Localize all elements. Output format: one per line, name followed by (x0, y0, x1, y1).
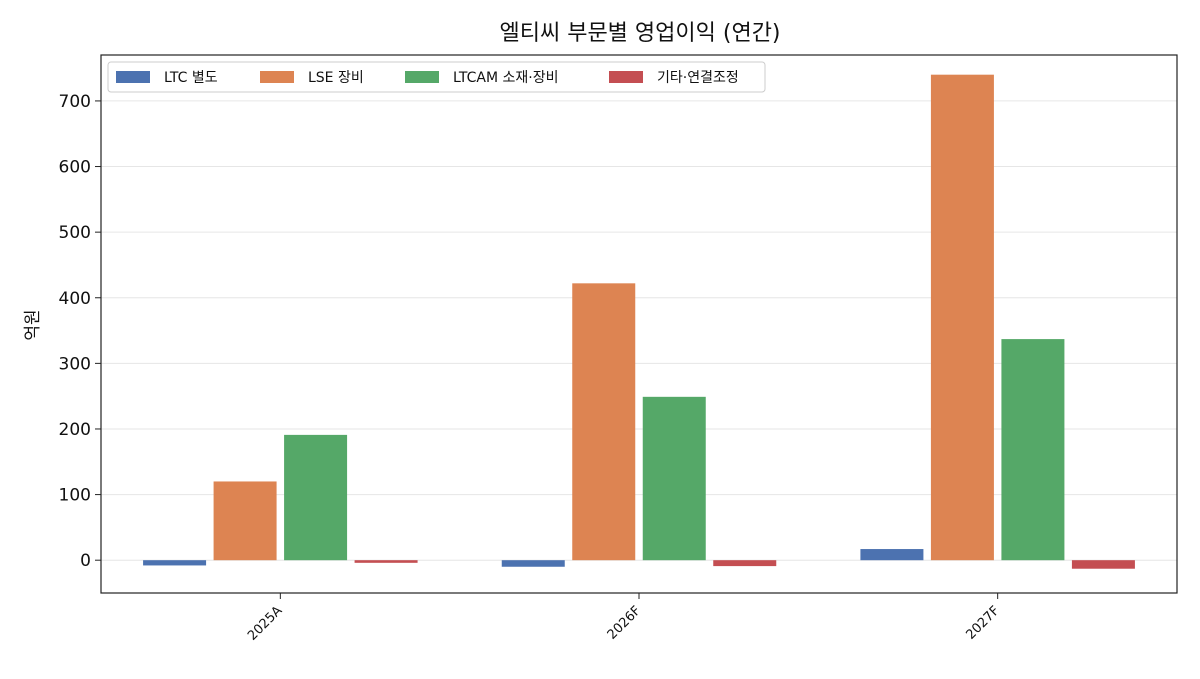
y-tick-label: 300 (59, 354, 91, 374)
bar-2026F-3 (642, 396, 706, 561)
bar-2027F-3 (1001, 339, 1065, 561)
bar-2026F-1 (501, 560, 565, 567)
y-tick-label: 400 (59, 289, 91, 309)
x-tick-label: 2026F (605, 603, 644, 642)
x-axis: 2025A 2026F 2027F (245, 593, 1003, 644)
legend-label: LSE 장비 (308, 70, 364, 86)
chart-title: 엘티씨 부문별 영업이익 (연간) (499, 21, 780, 46)
bars (143, 74, 1135, 569)
y-tick-label: 600 (59, 158, 91, 178)
gridlines (101, 100, 1177, 561)
bar-2025A-1 (143, 560, 207, 566)
y-axis-label: 억원 (23, 309, 43, 340)
bar-2025A-2 (213, 481, 277, 561)
y-tick-label: 200 (59, 420, 91, 440)
bar-2025A-4 (354, 560, 418, 563)
legend-swatch-3 (405, 71, 439, 83)
legend-label: LTC 별도 (164, 70, 218, 86)
y-tick-label: 700 (59, 92, 91, 112)
y-tick-label: 500 (59, 223, 91, 243)
legend-swatch-4 (609, 71, 643, 83)
bar-2025A-3 (284, 434, 348, 561)
bar-2027F-4 (1071, 560, 1135, 569)
x-tick-label: 2027F (963, 603, 1002, 642)
legend-label: 기타·연결조정 (657, 70, 739, 86)
y-axis: 0 100 200 300 400 500 600 700 (59, 92, 101, 571)
legend-swatch-1 (116, 71, 150, 83)
legend-swatch-2 (260, 71, 294, 83)
bar-2026F-2 (572, 283, 636, 561)
y-tick-label: 0 (80, 551, 91, 571)
legend: LTC 별도 LSE 장비 LTCAM 소재·장비 기타·연결조정 (107, 61, 766, 93)
bar-2027F-1 (860, 549, 924, 561)
bar-2026F-4 (713, 560, 777, 567)
legend-label: LTCAM 소재·장비 (453, 70, 558, 86)
bar-2027F-2 (930, 74, 994, 561)
y-tick-label: 100 (59, 486, 91, 506)
x-tick-label: 2025A (245, 603, 285, 643)
